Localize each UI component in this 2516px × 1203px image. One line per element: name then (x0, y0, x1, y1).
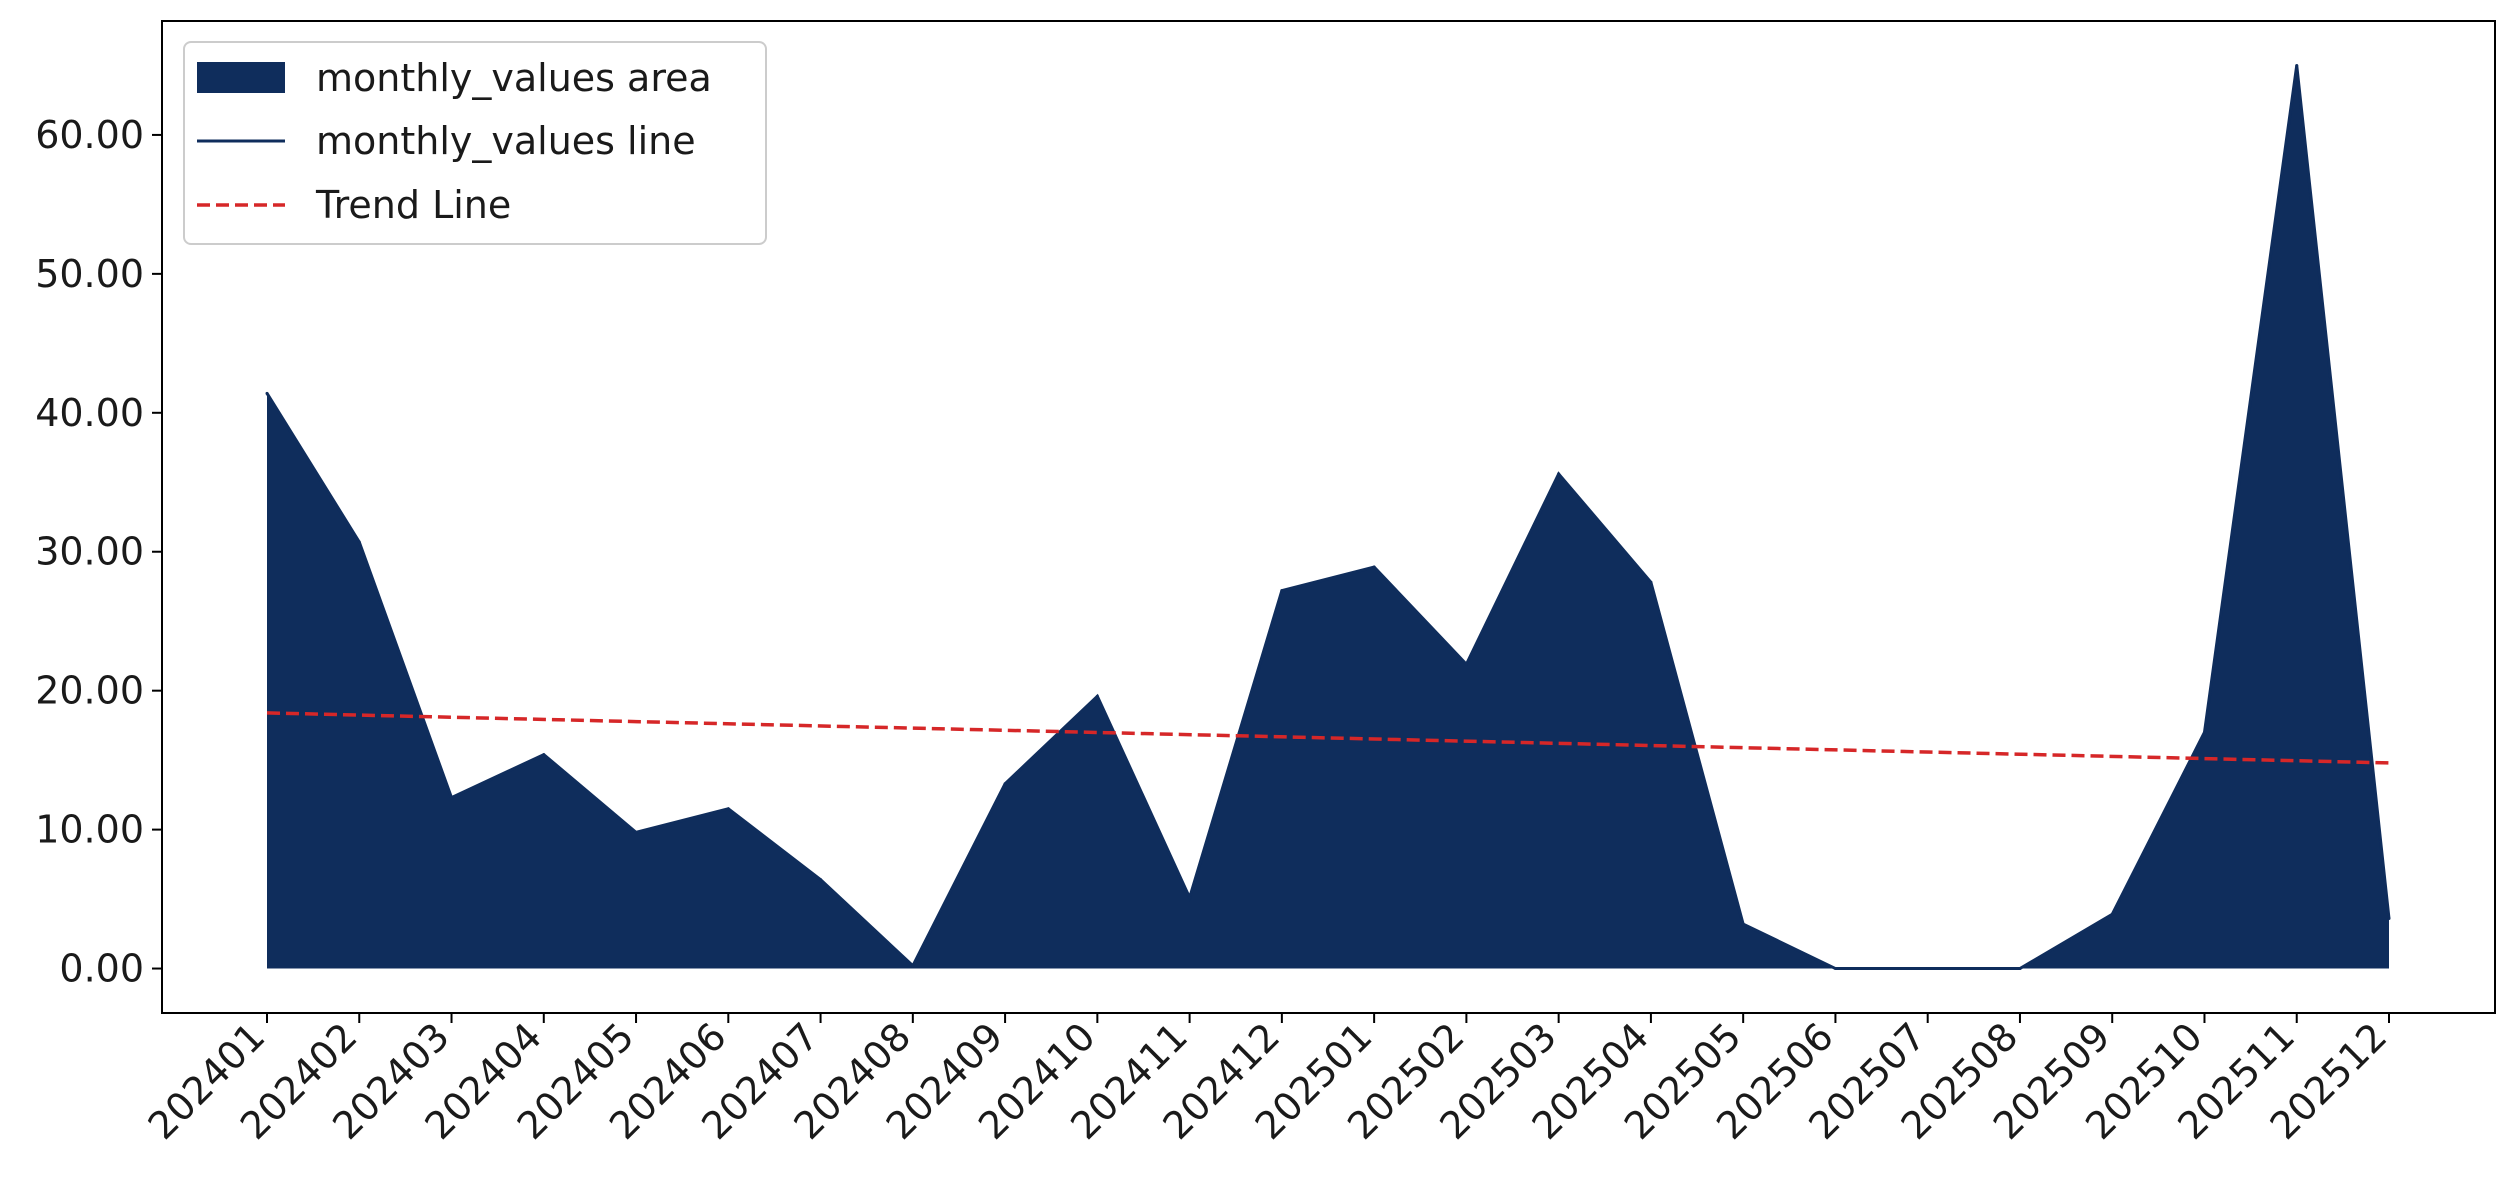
legend-swatch-area (197, 62, 285, 93)
legend-label: monthly_values area (316, 56, 712, 100)
data-point-202509 (2110, 912, 2114, 916)
data-point-202405 (634, 830, 638, 834)
data-point-202503 (1557, 472, 1561, 476)
legend-box (183, 41, 767, 245)
data-point-202407 (819, 878, 823, 882)
y-tick-label: 60.00 (35, 113, 144, 157)
x-axis: 2024012024022024032024042024052024062024… (140, 1013, 2395, 1148)
data-point-202511 (2295, 63, 2299, 67)
data-point-202507 (1926, 967, 1930, 971)
data-point-202409 (1003, 782, 1007, 786)
data-point-202412 (1280, 589, 1284, 593)
y-tick-label: 20.00 (35, 669, 144, 713)
y-tick-label: 50.00 (35, 252, 144, 296)
data-point-202506 (1833, 967, 1837, 971)
legend-label: Trend Line (315, 183, 511, 227)
y-tick-label: 0.00 (59, 947, 144, 991)
data-point-202510 (2202, 730, 2206, 734)
y-axis: 0.00 10.00 20.00 30.00 40.00 50.00 60.00 (35, 113, 162, 991)
y-tick-label: 10.00 (35, 808, 144, 852)
data-point-202501 (1372, 565, 1376, 569)
data-point-202401 (265, 391, 269, 395)
data-point-202502 (1464, 662, 1468, 666)
series-line (265, 65, 2391, 971)
data-point-202411 (1188, 896, 1192, 900)
plot-area (265, 63, 2391, 971)
data-point-202402 (357, 540, 361, 544)
data-point-202512 (2387, 917, 2391, 921)
data-point-202406 (726, 807, 730, 811)
data-point-202403 (450, 796, 454, 800)
y-tick-label: 30.00 (35, 530, 144, 574)
y-tick-label: 40.00 (35, 391, 144, 435)
legend-label: monthly_values line (316, 119, 696, 163)
trend-line (266, 711, 2390, 765)
data-point-202408 (911, 964, 915, 968)
data-point-202504 (1649, 580, 1653, 584)
data-point-202404 (542, 753, 546, 757)
legend: monthly_values area monthly_values line Tr… (183, 41, 767, 245)
data-point-202505 (1741, 922, 1745, 926)
data-point-202410 (1095, 694, 1099, 698)
series-area-fill (267, 65, 2389, 969)
data-point-202508 (2018, 967, 2022, 971)
axes-frame (161, 20, 2496, 1014)
